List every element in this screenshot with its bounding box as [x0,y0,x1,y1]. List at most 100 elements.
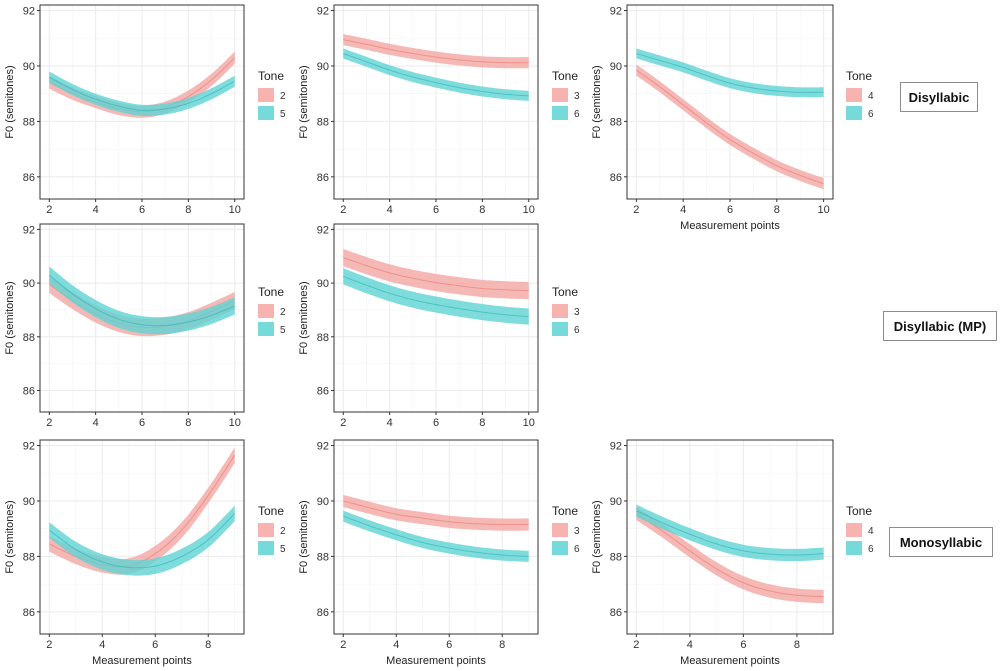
x-tick-label: 6 [740,639,746,651]
legend-key-teal [552,322,568,336]
series-band-tone-3 [343,34,529,69]
legend-title: Tone [846,504,872,518]
y-tick-label: 92 [317,224,329,236]
y-tick-label: 92 [23,224,35,236]
x-tick-label: 6 [139,417,145,429]
x-tick-label: 6 [139,204,145,216]
series-group [343,494,529,562]
series-band-tone-3 [343,494,529,531]
series-group [48,266,235,337]
row-label-disyllabic: Disyllabic [900,82,978,112]
x-tick-label: 8 [185,417,191,429]
x-tick-label: 2 [340,639,346,651]
legend-label: 3 [574,526,580,537]
series-line-tone-3 [343,257,529,292]
row-label-monosyllabic: Monosyllabic [889,527,993,557]
y-tick-label: 88 [317,116,329,128]
x-tick-label: 4 [680,204,686,216]
y-tick-label: 92 [317,6,329,18]
y-tick-label: 92 [23,6,35,18]
y-tick-label: 88 [610,551,622,563]
series-line-tone-6 [636,510,824,556]
x-tick-label: 2 [46,204,52,216]
chart-panel-r1c1: 2 4 6 8 10 86 88 90 92 F0 (semitones) Tone 3 6 [298,223,580,429]
legend: Tone 3 6 [552,504,580,555]
series-band-tone-6 [343,268,529,325]
legend-label: 5 [280,544,286,555]
legend-key-pink [258,88,274,102]
series-group [343,249,529,325]
x-tick-label: 2 [46,417,52,429]
y-tick-label: 86 [23,172,35,184]
legend-title: Tone [552,285,578,299]
legend-label: 6 [868,544,874,555]
x-tick-label: 6 [727,204,733,216]
panel-border [39,439,245,635]
legend: Tone 3 6 [552,69,580,120]
legend-key-pink [846,88,862,102]
series-band-tone-5 [49,71,235,116]
x-tick-label: 2 [633,204,639,216]
chart-panel-r0c2: 2 4 6 8 10 86 88 90 92 F0 (semitones) Measurement … [591,4,874,232]
legend: Tone 2 5 [258,504,286,555]
chart-panel-r0c0: 2 4 6 8 10 86 88 90 92 F0 (semitones) Tone 2 5 [4,4,286,216]
legend: Tone 2 5 [258,69,286,120]
legend-label: 4 [868,91,874,102]
x-tick-label: 4 [93,417,99,429]
y-axis-label: F0 (semitones) [298,500,310,573]
x-tick-label: 4 [687,639,693,651]
legend-title: Tone [846,69,872,83]
series-line-tone-6 [343,515,529,557]
x-tick-label: 10 [818,204,830,216]
y-axis-label: F0 (semitones) [4,65,16,138]
y-axis-label: F0 (semitones) [591,65,603,138]
series-line-tone-5 [49,76,235,111]
x-tick-label: 8 [479,204,485,216]
x-tick-label: 4 [387,417,393,429]
y-axis-label: F0 (semitones) [4,281,16,354]
panel-border [626,439,834,635]
y-tick-label: 88 [610,116,622,128]
y-tick-label: 92 [317,441,329,453]
series-group [636,504,824,604]
x-tick-label: 8 [479,417,485,429]
legend-key-teal [846,106,862,120]
series-band-tone-3 [343,249,529,300]
y-tick-label: 92 [610,6,622,18]
y-tick-label: 86 [23,386,35,398]
legend-key-teal [258,106,274,120]
legend-key-teal [552,106,568,120]
legend-key-teal [258,541,274,555]
series-line-tone-6 [343,275,529,318]
series-band-tone-5 [49,266,235,335]
chart-panel-r2c0: 2 4 6 8 86 88 90 92 F0 (semitones) Measurement po… [4,439,286,667]
legend-label: 6 [868,109,874,120]
y-tick-label: 88 [317,551,329,563]
panel-border [333,439,539,635]
legend-label: 6 [574,325,580,336]
series-group [343,34,529,101]
legend: Tone 3 6 [552,285,580,336]
series-group [49,51,236,118]
y-tick-label: 90 [317,61,329,73]
legend-key-pink [552,304,568,318]
x-tick-label: 6 [152,639,158,651]
x-tick-label: 8 [499,639,505,651]
y-tick-label: 86 [317,386,329,398]
x-tick-label: 6 [433,417,439,429]
legend-title: Tone [258,69,284,83]
x-tick-label: 10 [523,417,535,429]
series-line-tone-3 [343,500,529,526]
x-tick-label: 2 [633,639,639,651]
y-tick-label: 92 [610,441,622,453]
y-tick-label: 88 [23,551,35,563]
y-tick-label: 88 [23,116,35,128]
y-tick-label: 88 [317,332,329,344]
y-tick-label: 92 [23,441,35,453]
plot-area [627,440,833,634]
series-line-tone-3 [343,39,529,64]
y-tick-label: 88 [23,332,35,344]
x-axis-label: Measurement points [680,655,780,667]
x-tick-label: 4 [93,204,99,216]
legend-key-pink [258,523,274,537]
